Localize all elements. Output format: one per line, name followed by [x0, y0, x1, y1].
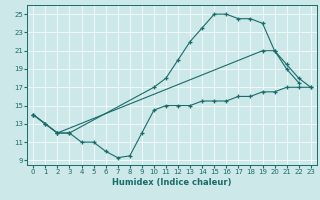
X-axis label: Humidex (Indice chaleur): Humidex (Indice chaleur): [112, 178, 232, 187]
